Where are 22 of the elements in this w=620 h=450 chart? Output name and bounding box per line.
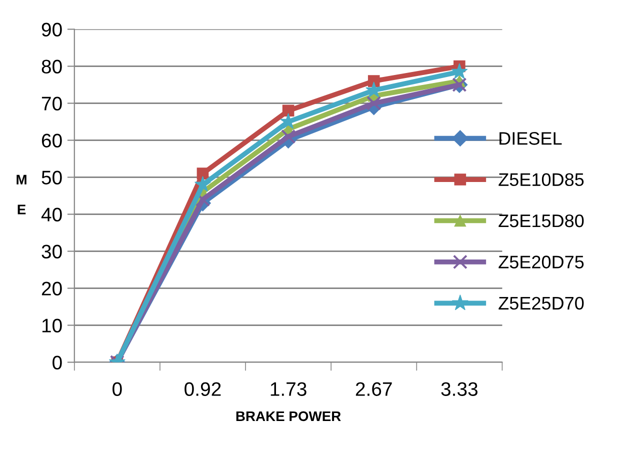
legend-label: Z5E10D85 [498,173,584,186]
y-tick-label: 80 [42,60,62,74]
x-tick-label: 0.92 [184,382,221,396]
legend-label: Z5E15D80 [498,214,584,228]
legend-label: Z5E20D75 [498,256,584,268]
y-tick-label: 0 [52,356,62,370]
x-tick-label: 1.73 [270,382,306,396]
x-tick-label: 3.33 [441,382,478,396]
y-tick-label: 60 [42,134,62,148]
x-tick-label: 0 [112,382,122,396]
legend-label: DIESEL [500,132,562,145]
x-tick-label: 2.67 [356,382,392,396]
y-tick-label: 90 [42,22,62,36]
x-axis-title: BRAKE POWER [236,411,341,422]
y-tick-label: 40 [41,208,62,222]
y-tick-label: 20 [42,282,62,296]
text: ME [16,174,26,214]
legend-label: Z5E25D70 [498,296,584,310]
y-tick-label: 10 [42,318,62,332]
y-tick-label: 70 [42,96,62,110]
y-tick-label: 30 [42,244,62,258]
y-tick-label: 50 [42,170,62,184]
